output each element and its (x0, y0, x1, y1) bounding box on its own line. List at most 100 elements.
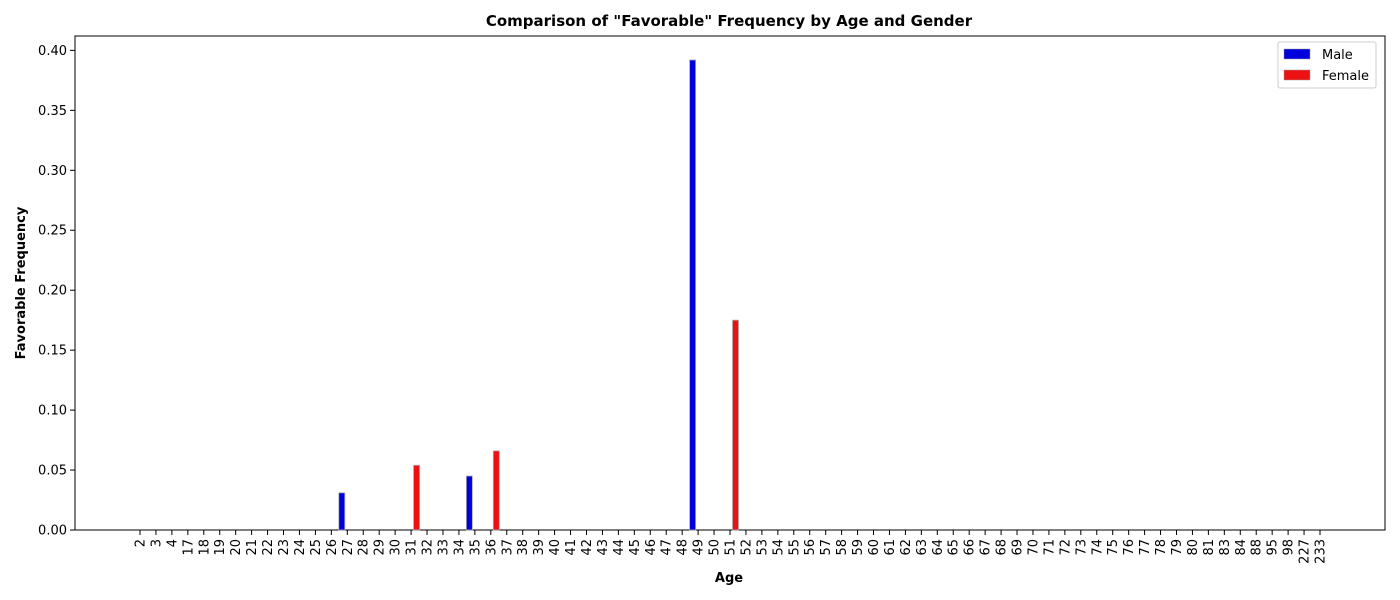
x-tick-label: 41 (564, 539, 579, 556)
x-tick-label: 30 (389, 539, 404, 556)
x-tick-label: 67 (979, 539, 994, 556)
x-tick-label: 74 (1090, 539, 1105, 556)
x-axis: 2 3 4 17 18 19 20 21 22 23 24 25 26 27 28 29 30 31 32 33 34 3… (134, 530, 1329, 564)
x-tick-label: 65 (947, 539, 962, 556)
y-tick-label: 0.35 (38, 104, 67, 119)
x-tick-label: 72 (1058, 539, 1073, 556)
x-tick-label: 4 (165, 539, 180, 547)
x-tick-label: 51 (724, 539, 739, 556)
y-axis-label: Favorable Frequency (14, 206, 29, 359)
x-tick-label: 77 (1138, 539, 1153, 556)
y-tick-label: 0.30 (38, 164, 67, 179)
x-tick-label: 46 (644, 539, 659, 556)
y-tick-label: 0.15 (38, 344, 67, 359)
x-tick-label: 58 (835, 539, 850, 556)
x-tick-label: 49 (692, 539, 707, 556)
x-tick-label: 68 (995, 539, 1010, 556)
x-tick-label: 40 (548, 539, 563, 556)
x-tick-label: 48 (676, 539, 691, 556)
x-tick-label: 62 (899, 539, 914, 556)
y-tick-label: 0.25 (38, 224, 67, 239)
x-tick-label: 88 (1250, 539, 1265, 556)
legend-label-female: Female (1322, 69, 1369, 84)
x-tick-label: 61 (883, 539, 898, 556)
legend-label-male: Male (1322, 48, 1353, 63)
y-tick-label: 0.05 (38, 464, 67, 479)
x-tick-label: 29 (373, 539, 388, 556)
y-tick-label: 0.20 (38, 284, 67, 299)
x-tick-label: 84 (1234, 539, 1249, 556)
x-tick-label: 95 (1266, 539, 1281, 556)
x-tick-label: 227 (1298, 539, 1313, 564)
x-tick-label: 60 (867, 539, 882, 556)
bar-female-36 (492, 450, 500, 531)
legend-swatch-female (1283, 69, 1311, 81)
legend-swatch-male (1283, 48, 1311, 60)
x-tick-label: 71 (1042, 539, 1057, 556)
y-tick-label: 0.00 (38, 524, 67, 539)
x-tick-label: 233 (1314, 539, 1329, 564)
x-tick-label: 32 (421, 539, 436, 556)
x-tick-label: 73 (1074, 539, 1089, 556)
x-tick-label: 54 (771, 539, 786, 556)
x-tick-label: 31 (405, 539, 420, 556)
x-tick-label: 70 (1026, 539, 1041, 556)
y-tick-label: 0.10 (38, 404, 67, 419)
x-tick-label: 50 (708, 539, 723, 556)
x-tick-label: 52 (739, 539, 754, 556)
chart-title: Comparison of "Favorable" Frequency by A… (486, 12, 973, 30)
x-tick-label: 45 (628, 539, 643, 556)
x-tick-label: 39 (532, 539, 547, 556)
x-tick-label: 69 (1011, 539, 1026, 556)
x-tick-label: 43 (596, 539, 611, 556)
x-tick-label: 37 (500, 539, 515, 556)
x-tick-label: 19 (213, 539, 228, 556)
x-tick-label: 79 (1170, 539, 1185, 556)
y-axis: 0.00 0.05 0.10 0.15 0.20 0.25 0.30 0.35 0.40 (38, 44, 75, 539)
x-tick-label: 59 (851, 539, 866, 556)
x-tick-label: 27 (341, 539, 356, 556)
x-tick-label: 63 (915, 539, 930, 556)
x-tick-label: 81 (1202, 539, 1217, 556)
plot-area (74, 35, 1386, 531)
x-tick-label: 47 (660, 539, 675, 556)
x-tick-label: 24 (293, 539, 308, 556)
x-tick-label: 26 (325, 539, 340, 556)
x-tick-label: 76 (1122, 539, 1137, 556)
x-tick-label: 53 (755, 539, 770, 556)
x-tick-label: 23 (277, 539, 292, 556)
x-tick-label: 78 (1154, 539, 1169, 556)
bar-male-35 (465, 475, 473, 531)
x-tick-label: 98 (1282, 539, 1297, 556)
x-tick-label: 21 (245, 539, 260, 556)
x-tick-label: 33 (436, 539, 451, 556)
bar-male-27 (338, 492, 346, 531)
x-tick-label: 36 (484, 539, 499, 556)
x-tick-label: 44 (612, 539, 627, 556)
bars (338, 59, 739, 531)
x-tick-label: 22 (261, 539, 276, 556)
x-tick-label: 2 (134, 539, 149, 547)
y-tick-label: 0.40 (38, 44, 67, 59)
x-tick-label: 38 (516, 539, 531, 556)
x-tick-label: 66 (963, 539, 978, 556)
x-tick-label: 80 (1186, 539, 1201, 556)
x-tick-label: 28 (357, 539, 372, 556)
x-tick-label: 18 (197, 539, 212, 556)
bar-female-51 (732, 319, 739, 531)
x-tick-label: 20 (229, 539, 244, 556)
legend: Male Female (1277, 41, 1377, 89)
x-tick-label: 57 (819, 539, 834, 556)
x-tick-label: 83 (1218, 539, 1233, 556)
x-tick-label: 34 (452, 539, 467, 556)
x-tick-label: 75 (1106, 539, 1121, 556)
x-tick-label: 55 (787, 539, 802, 556)
x-tick-label: 64 (931, 539, 946, 556)
x-axis-label: Age (715, 571, 743, 586)
x-tick-label: 25 (309, 539, 324, 556)
x-tick-label: 35 (468, 539, 483, 556)
x-tick-label: 56 (803, 539, 818, 556)
x-tick-label: 3 (149, 539, 164, 547)
bar-male-49 (689, 59, 697, 531)
